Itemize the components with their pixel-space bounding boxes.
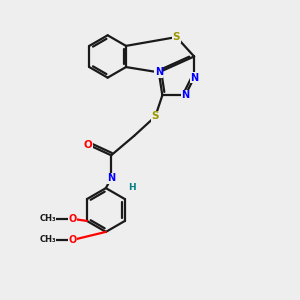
Text: O: O	[68, 235, 76, 245]
Text: N: N	[107, 173, 115, 183]
Text: O: O	[68, 214, 76, 224]
Text: N: N	[181, 90, 189, 100]
Text: S: S	[152, 112, 159, 122]
Text: S: S	[173, 32, 180, 42]
Text: O: O	[84, 140, 93, 150]
Text: CH₃: CH₃	[39, 236, 56, 244]
Text: CH₃: CH₃	[39, 214, 56, 223]
Text: N: N	[190, 73, 198, 82]
Text: N: N	[155, 68, 163, 77]
Text: H: H	[128, 183, 136, 192]
